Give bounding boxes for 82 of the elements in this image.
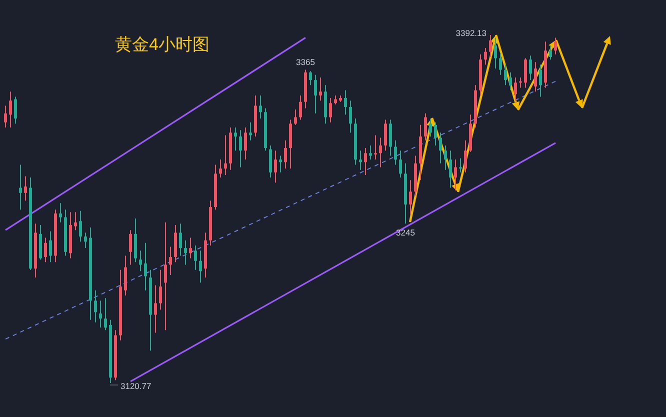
annotation: 3392.13 [456,28,487,38]
candlestick [274,150,277,184]
candlestick [424,112,427,141]
chart-title: 黄金4小时图 [115,35,210,54]
candlestick [509,72,512,91]
annotation: 3365 [296,56,316,67]
candlestick [379,137,382,168]
candlestick [14,96,17,124]
candlestick [219,159,222,178]
candlestick [554,37,557,55]
annotation: 3245 [396,228,416,238]
candlestick [529,55,532,81]
candlestick [484,47,487,66]
candlestick [359,150,362,170]
candlestick [389,119,392,156]
candlestick [344,90,347,116]
candlestick [464,140,467,173]
candlestick [259,94,262,120]
candlestick [384,119,387,152]
candlestick [299,94,302,120]
candlestick [239,130,242,168]
candlestick [249,122,252,141]
candlestick [179,223,182,256]
candlestick [194,244,197,270]
candlestick [524,58,527,88]
candlestick [329,98,332,123]
candlestick [74,212,77,231]
candlestick [534,62,537,92]
candlestick [349,100,352,134]
candlestick [399,150,402,178]
candlestick [539,64,542,98]
candlestick [234,127,237,152]
candlestick [429,118,432,137]
candlestick [124,255,127,296]
candlestick [19,164,22,210]
candlestick [184,240,187,266]
candlestick [224,134,227,176]
candlestick [439,132,442,164]
candlestick [79,210,82,242]
candlestick [169,246,172,276]
candlestick [159,269,162,310]
candlestick [129,230,132,266]
candlestick [189,237,192,259]
annotation: 3120.77 [120,381,152,391]
candlestick [99,300,102,328]
candlestick [319,76,322,102]
candlestick [104,298,107,331]
candlestick [514,76,517,102]
candlestick [49,230,52,263]
candlestick [59,202,62,223]
candlestick [44,237,47,263]
candlestick [144,242,147,291]
candlestick [409,180,412,216]
candlestick [284,140,287,170]
candlestick [309,70,312,86]
candlestick [24,176,27,202]
candlestick [269,144,272,178]
candlestick [84,232,87,249]
candlestick [549,44,552,60]
candlestick [374,134,377,160]
candlestick [164,222,167,331]
candlestick [244,127,247,160]
candlestick [9,91,12,128]
candlestick [279,155,282,173]
candlestick [294,109,297,126]
candlestick [434,122,437,146]
candlestick [364,148,367,176]
candlestick [4,105,7,128]
candlestick [394,140,397,166]
candlestick [139,250,142,272]
candlestick [489,34,492,58]
candlestick [369,144,372,160]
candlestick [499,52,502,76]
candlestick [504,64,507,86]
candlestick [94,290,97,323]
candlestick [494,37,497,70]
candlestick [314,74,317,114]
candlestick [454,159,457,191]
candlestick [154,284,157,334]
candlestick [444,144,447,170]
candlestick [199,250,202,284]
candlestick [449,150,452,188]
